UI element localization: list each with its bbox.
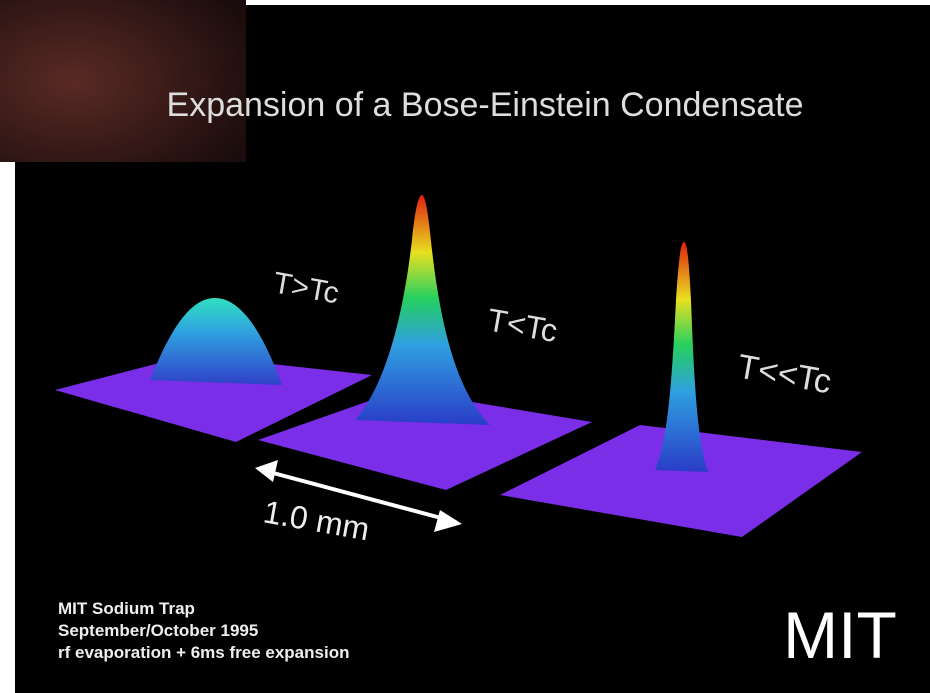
corner-photo <box>0 0 246 162</box>
caption-line: September/October 1995 <box>58 621 258 640</box>
title: Expansion of a Bose-Einstein Condensate <box>167 86 804 124</box>
logo: MIT <box>783 598 897 672</box>
caption-line: MIT Sodium Trap <box>58 599 195 618</box>
image: Expansion of a Bose-Einstein Condensate … <box>0 0 930 693</box>
caption-line: rf evaporation + 6ms free expansion <box>58 643 349 662</box>
page: Expansion of a Bose-Einstein Condensate … <box>0 0 930 693</box>
